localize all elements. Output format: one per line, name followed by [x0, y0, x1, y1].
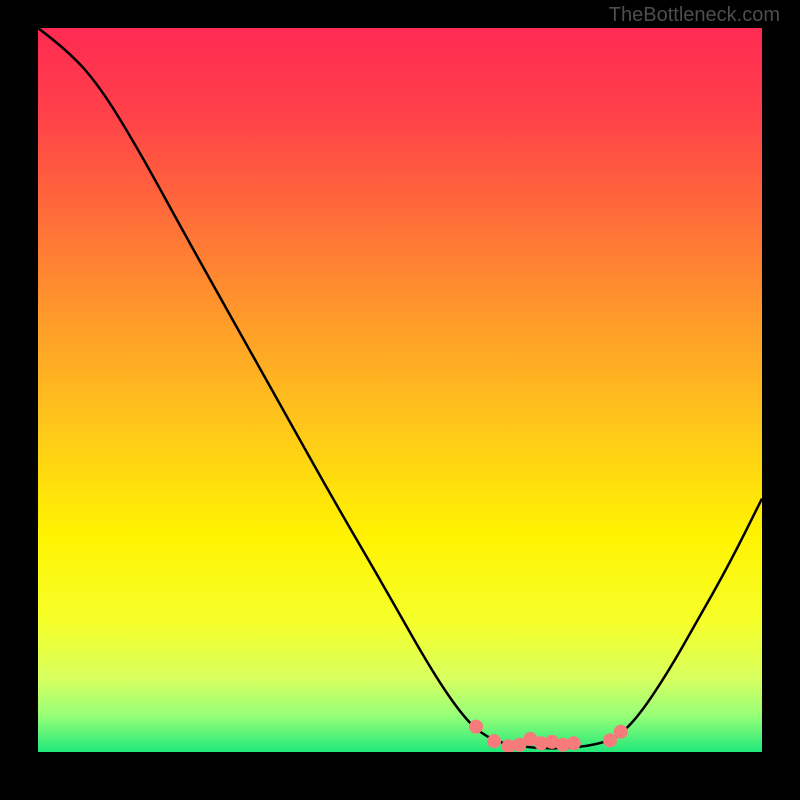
data-marker — [614, 725, 628, 739]
bottleneck-curve — [38, 28, 762, 748]
data-marker — [469, 720, 483, 734]
curve-layer — [38, 28, 762, 752]
chart-frame: TheBottleneck.com — [0, 0, 800, 800]
data-marker — [603, 733, 617, 747]
data-marker — [567, 736, 581, 750]
watermark-label: TheBottleneck.com — [609, 4, 780, 27]
plot-area — [38, 28, 762, 752]
marker-group — [469, 720, 628, 752]
data-marker — [487, 734, 501, 748]
